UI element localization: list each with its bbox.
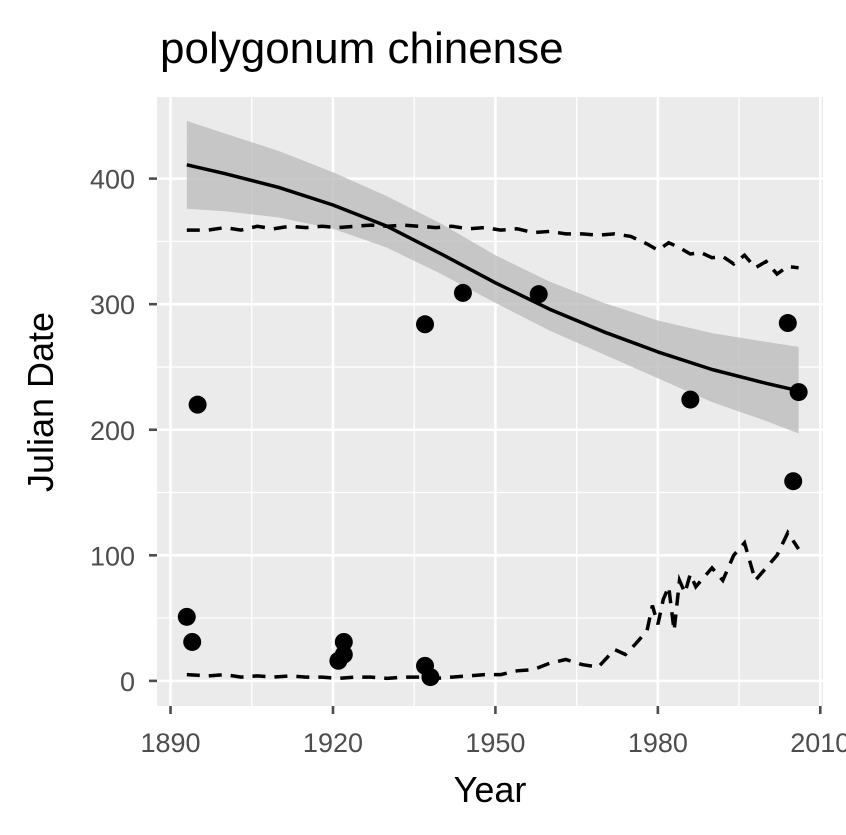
data-point [529,285,548,304]
data-point [789,383,808,402]
dashed-lines-layer [186,223,801,681]
trend-line [186,163,799,393]
data-points-layer [177,283,808,687]
data-point [183,632,202,651]
x-tick-label: 1890 [140,728,200,758]
y-tick-label: 200 [90,416,135,446]
x-axis: 1890 1920 1950 1980 2010 [140,706,846,758]
y-axis-title: Julian Date [20,312,61,492]
data-point [784,472,803,491]
x-tick-label: 2010 [790,728,846,758]
lower-dashed-line [186,529,801,681]
x-tick-label: 1950 [465,728,525,758]
y-tick-label: 100 [90,541,135,571]
y-tick-label: 400 [90,165,135,195]
confidence-band-layer [186,120,799,434]
upper-dashed-line [186,223,799,277]
x-tick-label: 1920 [303,728,363,758]
trend-line-layer [186,163,799,393]
y-tick-label: 300 [90,290,135,320]
confidence-band [186,120,799,434]
x-tick-label: 1980 [628,728,688,758]
data-point [421,668,440,687]
data-point [778,314,797,333]
chart-title: polygonum chinense [160,24,564,73]
data-point [334,645,353,664]
data-point [177,607,196,626]
y-axis: 0 100 200 300 400 [90,165,157,697]
x-axis-title: Year [454,769,527,810]
y-tick-label: 0 [120,667,135,697]
data-point [334,632,353,651]
data-point [681,390,700,409]
data-point [453,283,472,302]
data-point [188,395,207,414]
data-point [416,315,435,334]
